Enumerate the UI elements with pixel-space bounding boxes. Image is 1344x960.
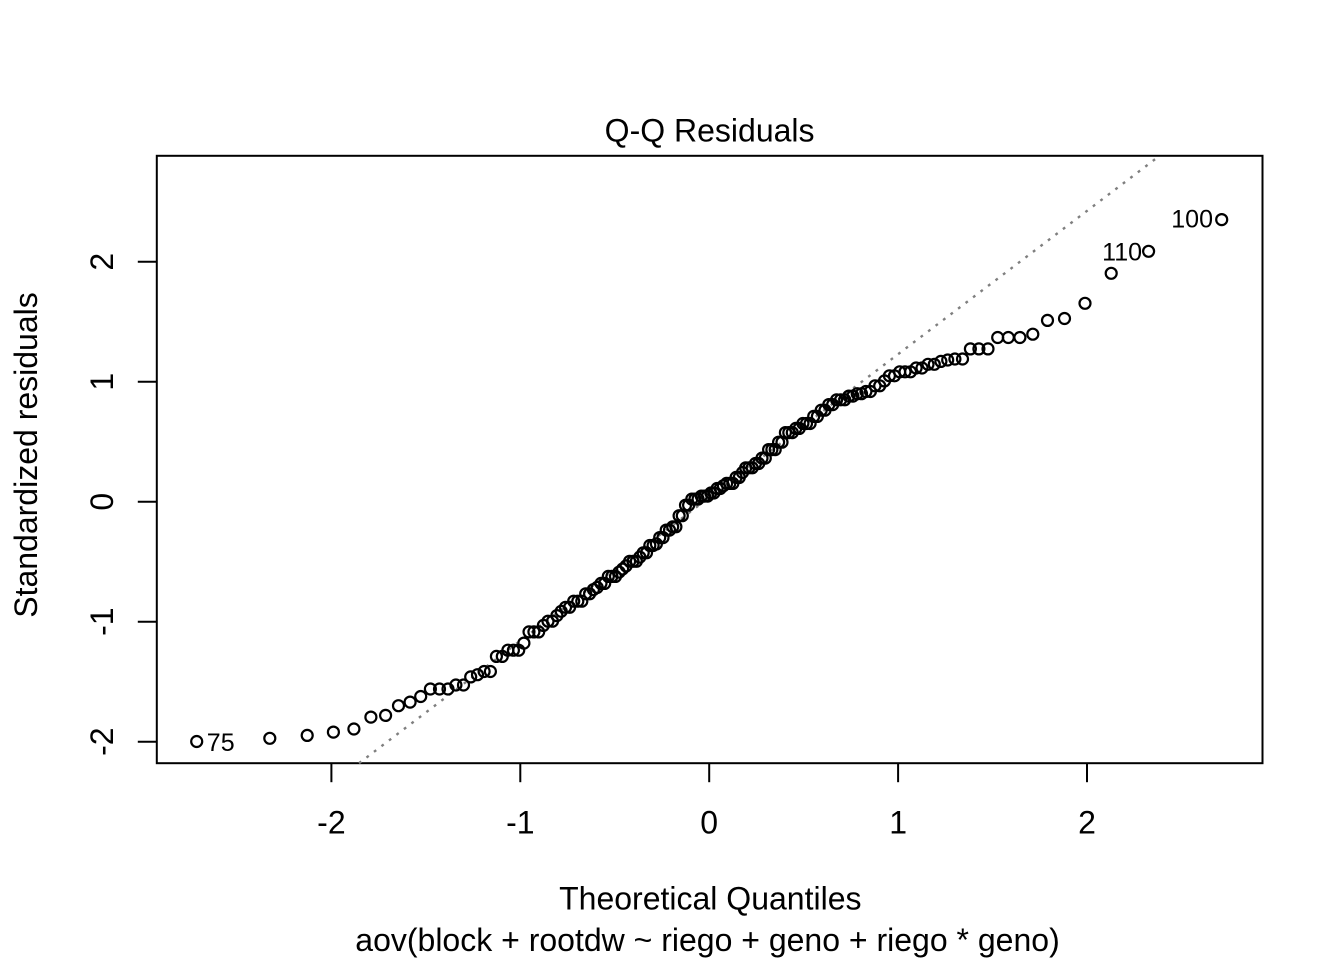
svg-text:75: 75	[207, 729, 235, 757]
svg-text:aov(block + rootdw ~ riego + g: aov(block + rootdw ~ riego + geno + rieg…	[355, 922, 1059, 958]
svg-text:2: 2	[84, 253, 120, 271]
svg-text:-1: -1	[84, 607, 120, 635]
svg-text:Theoretical Quantiles: Theoretical Quantiles	[559, 881, 861, 917]
svg-text:1: 1	[84, 373, 120, 391]
svg-text:0: 0	[84, 493, 120, 511]
svg-text:-1: -1	[506, 805, 534, 841]
svg-text:110: 110	[1102, 239, 1142, 267]
svg-text:0: 0	[700, 805, 718, 841]
svg-text:100: 100	[1171, 206, 1213, 234]
svg-text:2: 2	[1078, 805, 1096, 841]
svg-text:1: 1	[889, 805, 907, 841]
svg-text:Standardized residuals: Standardized residuals	[8, 292, 44, 618]
svg-text:Q-Q Residuals: Q-Q Residuals	[605, 112, 815, 148]
svg-text:-2: -2	[317, 805, 345, 841]
svg-text:-2: -2	[84, 727, 120, 755]
